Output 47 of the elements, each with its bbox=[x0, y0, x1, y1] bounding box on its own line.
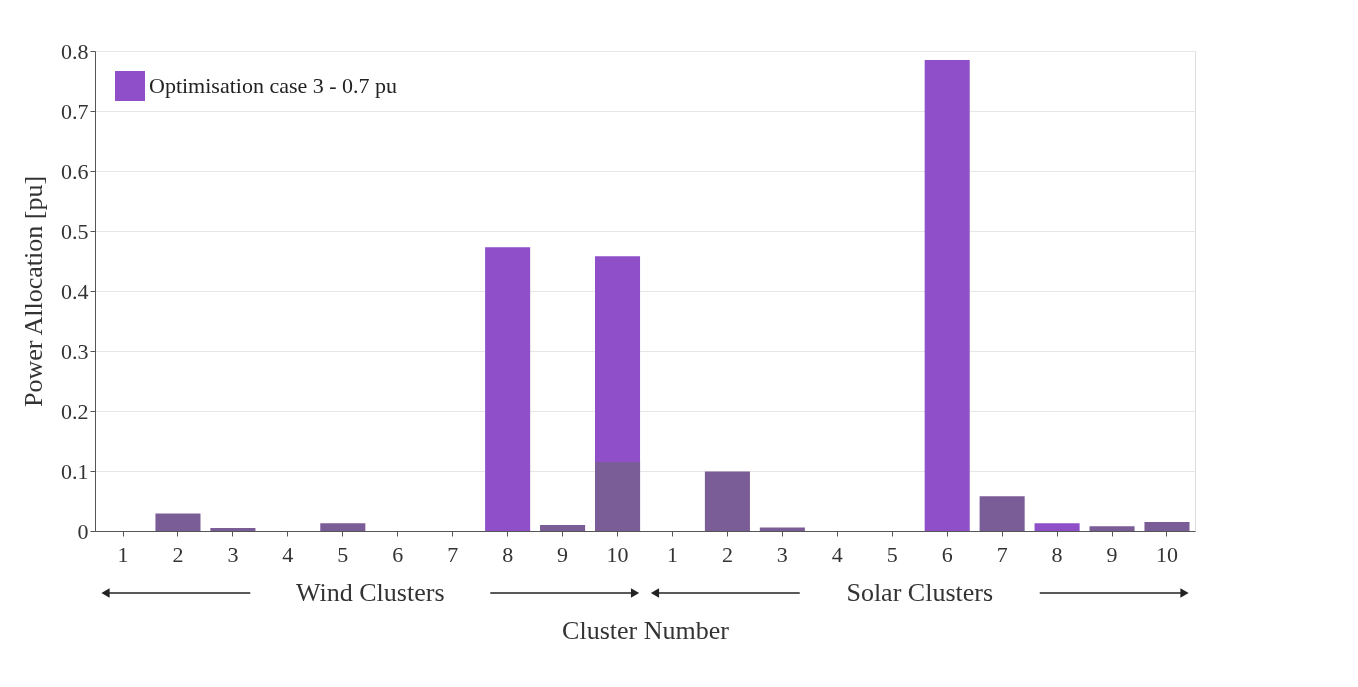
x-tick-label: 5 bbox=[886, 541, 898, 567]
x-tick-label: 1 bbox=[117, 541, 129, 567]
x-tick-label: 6 bbox=[941, 541, 953, 567]
bar bbox=[155, 513, 201, 531]
bar bbox=[485, 247, 531, 531]
x-tick-label: 2 bbox=[172, 541, 184, 567]
bar bbox=[595, 462, 641, 531]
y-tick-label: 0.1 bbox=[61, 458, 89, 484]
x-tick-label: 8 bbox=[502, 541, 514, 567]
bar bbox=[924, 60, 970, 531]
x-tick-label: 9 bbox=[557, 541, 569, 567]
text: Solar Clusters bbox=[846, 578, 994, 607]
x-tick-label: 5 bbox=[337, 541, 349, 567]
y-tick-label: 0.2 bbox=[61, 398, 89, 424]
bar bbox=[1034, 523, 1080, 531]
x-tick-label: 8 bbox=[1051, 541, 1063, 567]
x-tick-label: 7 bbox=[996, 541, 1008, 567]
x-tick-label: 1 bbox=[666, 541, 678, 567]
bar bbox=[704, 471, 750, 531]
bar bbox=[540, 525, 586, 531]
x-tick-label: 3 bbox=[227, 541, 239, 567]
x-tick-label: 9 bbox=[1106, 541, 1118, 567]
x-tick-label: 4 bbox=[831, 541, 843, 567]
x-tick-label: 3 bbox=[776, 541, 788, 567]
x-tick-label: 7 bbox=[447, 541, 459, 567]
x-axis-title: Cluster Number bbox=[562, 615, 730, 645]
x-tick-label: 6 bbox=[392, 541, 404, 567]
y-tick-label: 0.4 bbox=[61, 278, 89, 304]
y-axis-title: Power Allocation [pu] bbox=[19, 175, 48, 408]
legend-label: Optimisation case 3 - 0.7 pu bbox=[149, 73, 398, 98]
bar bbox=[759, 527, 805, 531]
bar bbox=[210, 528, 256, 531]
bar bbox=[1144, 522, 1190, 531]
y-tick-label: 0.8 bbox=[61, 38, 89, 64]
text: Wind Clusters bbox=[296, 578, 445, 607]
bar bbox=[979, 496, 1025, 531]
bar bbox=[1089, 526, 1135, 531]
x-tick-label: 2 bbox=[721, 541, 733, 567]
y-tick-label: 0.5 bbox=[61, 218, 89, 244]
x-tick-label: 10 bbox=[606, 541, 629, 567]
x-tick-label: 4 bbox=[282, 541, 294, 567]
y-tick-label: 0.6 bbox=[61, 158, 89, 184]
y-tick-label: 0 bbox=[77, 518, 89, 544]
bar bbox=[320, 523, 366, 531]
y-tick-label: 0.3 bbox=[61, 338, 89, 364]
x-tick-label: 10 bbox=[1155, 541, 1178, 567]
y-tick-label: 0.7 bbox=[61, 98, 89, 124]
